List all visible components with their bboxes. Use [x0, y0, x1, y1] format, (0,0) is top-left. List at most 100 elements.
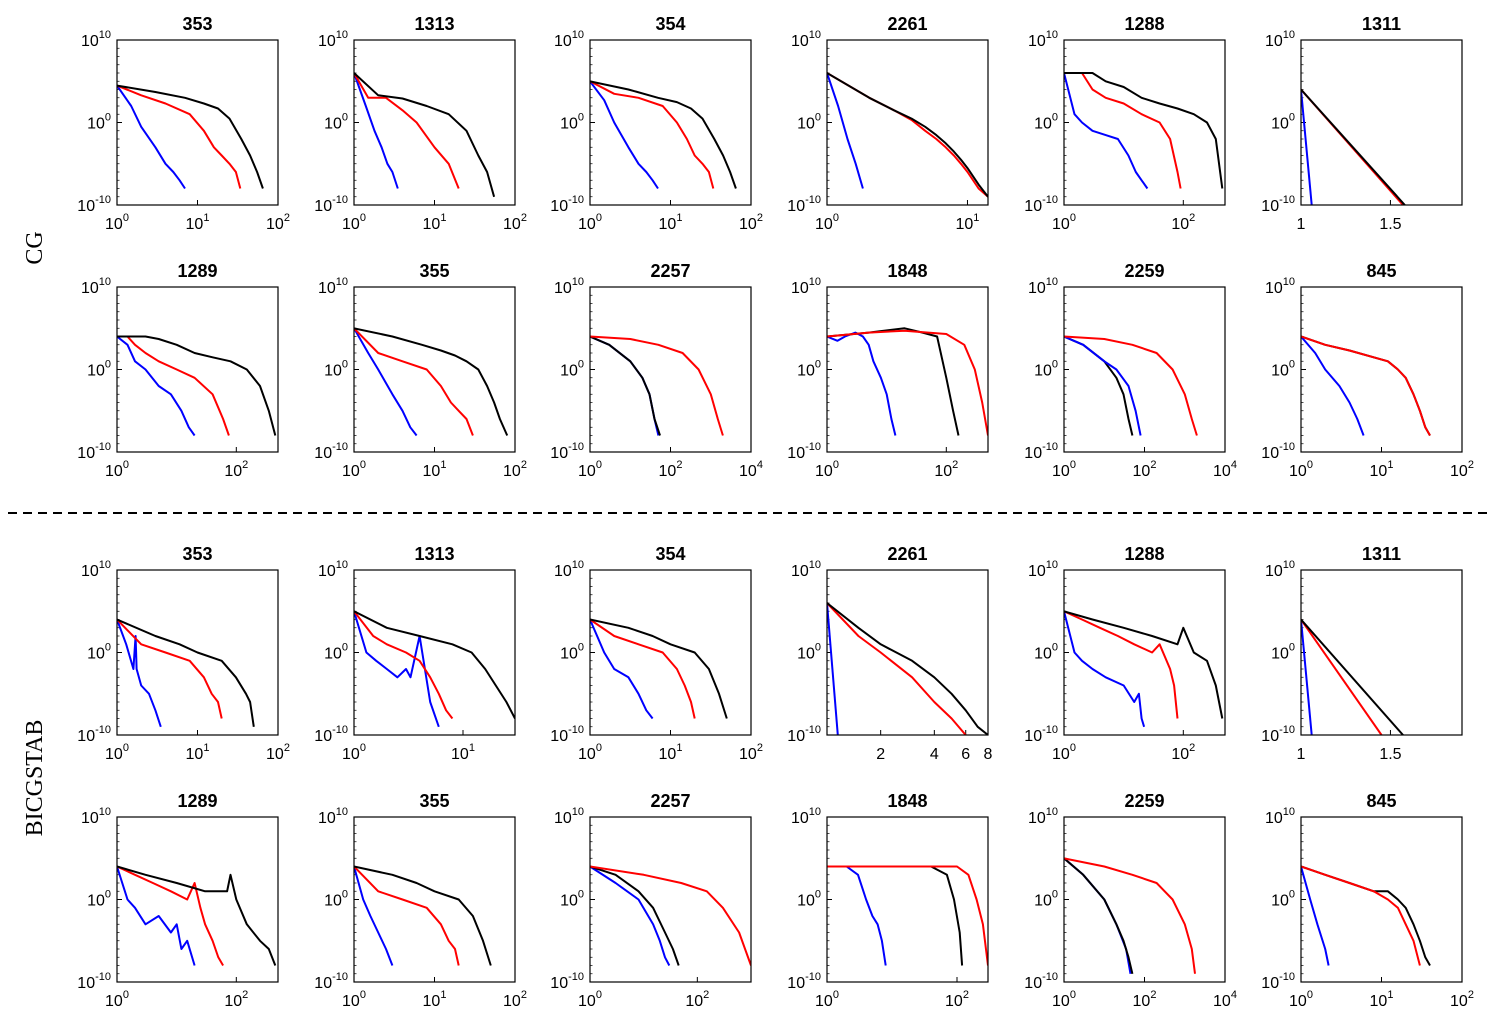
x-tick-label: 102 — [739, 742, 763, 763]
series-black-line — [827, 72, 988, 198]
y-tick-label: 10-10 — [550, 441, 584, 462]
y-tick-label: 1010 — [1028, 559, 1058, 580]
y-tick-label: 1010 — [1265, 559, 1295, 580]
subplot-title: 1289 — [177, 791, 217, 811]
plot-frame — [589, 39, 752, 206]
series-black-line — [117, 335, 277, 436]
series-red-line — [1064, 857, 1196, 974]
subplot-1311: 1311 1010 100 10-101 1.5 — [1261, 14, 1463, 233]
x-tick-label: 100 — [578, 459, 602, 480]
x-tick-label: 8 — [984, 746, 993, 763]
series-blue-line — [354, 72, 399, 189]
x-tick-label: 4 — [930, 746, 939, 763]
series-black-line — [354, 72, 496, 198]
y-tick-label: 1010 — [81, 29, 111, 50]
series-black-line — [117, 84, 264, 189]
plot-frame — [1300, 569, 1463, 736]
x-tick-label: 1 — [1297, 216, 1306, 233]
subplot-title: 1848 — [887, 791, 927, 811]
series-red-line — [117, 335, 230, 436]
series-red-line — [354, 72, 460, 189]
x-tick-label: 102 — [224, 989, 248, 1010]
x-tick-label: 100 — [342, 459, 366, 480]
series-red-line — [354, 327, 474, 436]
y-tick-label: 100 — [1034, 359, 1058, 380]
series-blue-line — [590, 335, 660, 436]
x-tick-label: 2 — [876, 746, 885, 763]
series-blue-line — [117, 619, 162, 728]
plot-frame — [826, 816, 989, 983]
y-tick-label: 10-10 — [1024, 724, 1058, 745]
series-blue-line — [117, 85, 186, 190]
plot-frame — [589, 816, 752, 983]
y-tick-label: 100 — [560, 642, 584, 663]
series-red-line — [117, 618, 223, 719]
plot-frame — [116, 286, 279, 453]
y-tick-label: 100 — [560, 359, 584, 380]
x-tick-label: 1 — [1297, 746, 1306, 763]
series-blue-line — [354, 866, 394, 966]
y-tick-label: 10-10 — [787, 971, 821, 992]
y-tick-label: 1010 — [554, 559, 584, 580]
y-tick-label: 1010 — [81, 559, 111, 580]
y-tick-label: 1010 — [318, 29, 348, 50]
series-blue-line — [1064, 611, 1146, 728]
plot-frame — [1300, 286, 1463, 453]
x-tick-label: 102 — [934, 459, 958, 480]
y-tick-label: 10-10 — [550, 724, 584, 745]
y-tick-label: 10-10 — [1261, 441, 1295, 462]
x-tick-label: 100 — [1289, 989, 1313, 1010]
x-tick-label: 100 — [1289, 459, 1313, 480]
y-tick-label: 10-10 — [550, 194, 584, 215]
x-tick-label: 100 — [342, 989, 366, 1010]
series-red-line — [590, 335, 724, 436]
y-tick-label: 1010 — [1028, 276, 1058, 297]
x-tick-label: 100 — [105, 212, 129, 233]
x-tick-label: 100 — [105, 459, 129, 480]
y-tick-label: 10-10 — [77, 194, 111, 215]
x-tick-label: 102 — [1450, 989, 1474, 1010]
y-tick-label: 100 — [87, 112, 111, 133]
plot-frame — [589, 286, 752, 453]
y-tick-label: 100 — [1034, 112, 1058, 133]
series-red-line — [827, 329, 988, 436]
x-tick-label: 100 — [105, 742, 129, 763]
x-tick-label: 101 — [1370, 989, 1394, 1010]
x-tick-label: 101 — [956, 212, 980, 233]
x-tick-label: 102 — [1450, 459, 1474, 480]
y-tick-label: 100 — [1271, 889, 1295, 910]
y-tick-label: 1010 — [791, 276, 821, 297]
plot-frame — [353, 39, 516, 206]
y-tick-label: 1010 — [81, 276, 111, 297]
y-tick-label: 100 — [1271, 642, 1295, 663]
series-blue-line — [1064, 335, 1142, 436]
y-tick-label: 10-10 — [77, 971, 111, 992]
y-tick-label: 100 — [1271, 359, 1295, 380]
x-tick-label: 101 — [423, 212, 447, 233]
subplot-title: 2257 — [650, 261, 690, 281]
plot-frame — [1063, 816, 1226, 983]
series-red-line — [1064, 335, 1198, 436]
x-tick-label: 102 — [685, 989, 709, 1010]
series-red-line — [1064, 610, 1179, 719]
x-tick-label: 100 — [815, 212, 839, 233]
subplot-title: 1288 — [1124, 14, 1164, 34]
series-blue-line — [1301, 619, 1313, 735]
subplot-1311: 1311 1010 100 10-101 1.5 — [1261, 544, 1463, 763]
series-black-line — [590, 80, 737, 189]
x-tick-label: 104 — [1213, 459, 1237, 480]
subplot-title: 355 — [419, 261, 449, 281]
x-tick-label: 100 — [578, 212, 602, 233]
x-tick-label: 102 — [266, 742, 290, 763]
x-tick-label: 101 — [659, 212, 683, 233]
y-tick-label: 100 — [797, 889, 821, 910]
series-blue-line — [1301, 335, 1365, 436]
x-tick-label: 101 — [186, 212, 210, 233]
